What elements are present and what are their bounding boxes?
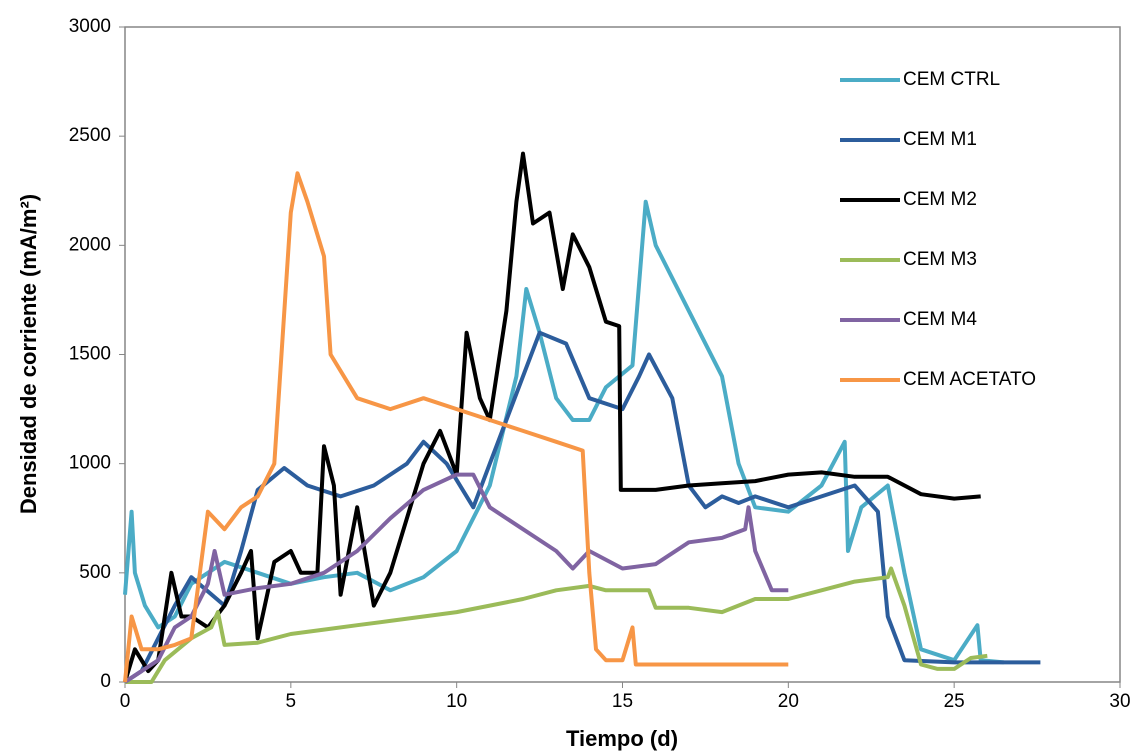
series-line xyxy=(123,330,1041,684)
x-tick-label: 30 xyxy=(1109,691,1130,712)
legend-label: CEM M2 xyxy=(903,189,977,210)
x-tick-label: 0 xyxy=(120,691,131,712)
x-tick-label: 25 xyxy=(944,691,965,712)
y-tick-label: 1500 xyxy=(69,344,111,365)
y-tick-label: 2500 xyxy=(69,125,111,146)
y-tick-label: 2000 xyxy=(69,234,111,255)
x-tick-label: 20 xyxy=(778,691,799,712)
y-tick-label: 3000 xyxy=(69,16,111,37)
legend-label: CEM M1 xyxy=(903,129,977,150)
legend-label: CEM ACETATO xyxy=(903,369,1036,390)
y-axis-title: Densidad de corriente (mA/m²) xyxy=(16,194,41,514)
legend-label: CEM M3 xyxy=(903,249,977,270)
x-tick-label: 15 xyxy=(612,691,633,712)
y-tick-label: 0 xyxy=(100,671,111,692)
plot-frame xyxy=(124,26,1121,683)
x-tick-label: 5 xyxy=(286,691,297,712)
series-line xyxy=(123,171,789,683)
legend-label: CEM CTRL xyxy=(903,69,1000,90)
y-tick-label: 500 xyxy=(79,562,111,583)
x-axis-title: Tiempo (d) xyxy=(566,726,678,751)
legend-label: CEM M4 xyxy=(903,309,977,330)
series-line xyxy=(125,566,988,684)
series-line xyxy=(123,151,981,683)
series-line xyxy=(123,472,789,684)
x-tick-label: 10 xyxy=(446,691,467,712)
y-tick-label: 1000 xyxy=(69,453,111,474)
